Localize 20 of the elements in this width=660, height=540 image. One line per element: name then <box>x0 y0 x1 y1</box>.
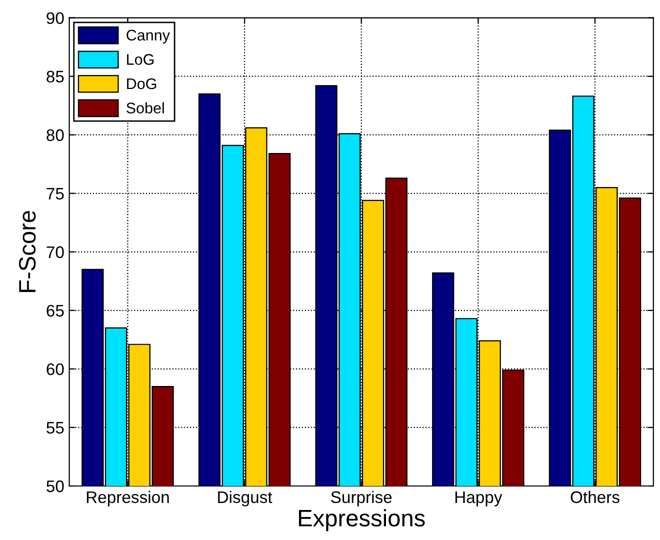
y-tick-label: 60 <box>46 363 64 376</box>
x-tick-label: Others <box>570 490 620 504</box>
legend-label: Canny <box>126 30 170 44</box>
y-tick-label: 55 <box>46 422 64 434</box>
x-tick-label: Surprise <box>331 490 392 506</box>
y-tick-label: 65 <box>46 304 64 317</box>
legend-label: LoG <box>127 54 154 65</box>
y-tick-label: 90 <box>46 12 64 24</box>
y-tick-label: 75 <box>46 188 64 200</box>
y-tick-label: 85 <box>46 70 64 83</box>
y-axis-title: F-Score <box>18 210 36 292</box>
y-tick-label: 80 <box>46 129 64 142</box>
x-tick-label: Disgust <box>218 490 272 506</box>
x-axis-title: Expressions <box>298 509 425 532</box>
legend-label: Sobel <box>126 102 164 114</box>
y-tick-label: 70 <box>46 246 64 258</box>
y-tick-label: 50 <box>46 480 64 492</box>
x-tick-label: Happy <box>455 491 502 506</box>
legend-label: DoG <box>127 78 156 90</box>
x-tick-label: Repression <box>86 490 169 506</box>
